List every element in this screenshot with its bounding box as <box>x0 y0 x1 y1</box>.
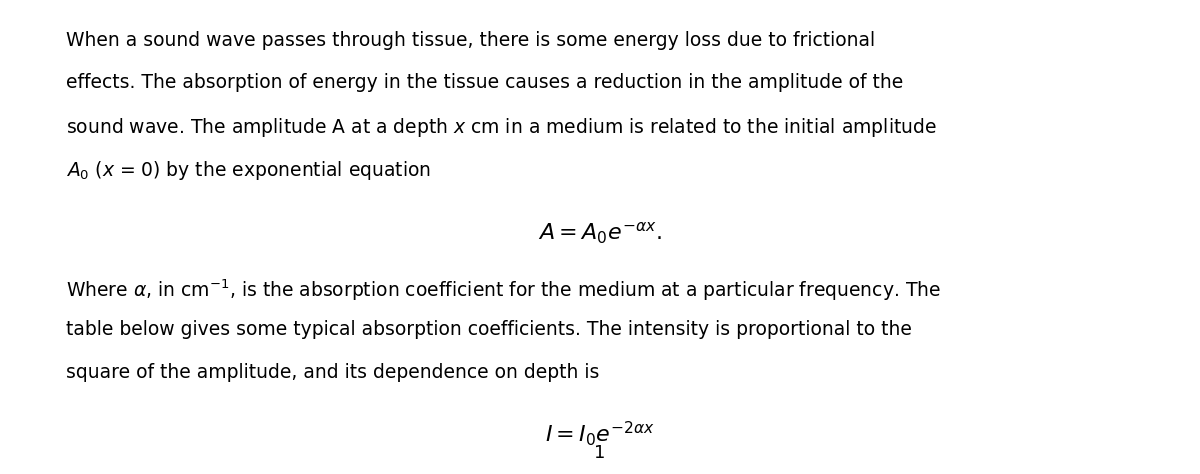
Text: table below gives some typical absorption coefficients. The intensity is proport: table below gives some typical absorptio… <box>66 320 912 339</box>
Text: 1: 1 <box>594 444 606 462</box>
Text: $A = A_0 e^{-\alpha x}.$: $A = A_0 e^{-\alpha x}.$ <box>538 220 662 246</box>
Text: $I = I_0 e^{-2\alpha x}$: $I = I_0 e^{-2\alpha x}$ <box>545 419 655 448</box>
Text: Where $\alpha$, in cm$^{-1}$, is the absorption coefficient for the medium at a : Where $\alpha$, in cm$^{-1}$, is the abs… <box>66 277 941 303</box>
Text: square of the amplitude, and its dependence on depth is: square of the amplitude, and its depende… <box>66 363 599 382</box>
Text: effects. The absorption of energy in the tissue causes a reduction in the amplit: effects. The absorption of energy in the… <box>66 73 904 92</box>
Text: When a sound wave passes through tissue, there is some energy loss due to fricti: When a sound wave passes through tissue,… <box>66 31 875 50</box>
Text: sound wave. The amplitude A at a depth $x$ cm in a medium is related to the init: sound wave. The amplitude A at a depth $… <box>66 116 937 139</box>
Text: $A_0$ ($x$ = 0) by the exponential equation: $A_0$ ($x$ = 0) by the exponential equat… <box>66 159 431 182</box>
